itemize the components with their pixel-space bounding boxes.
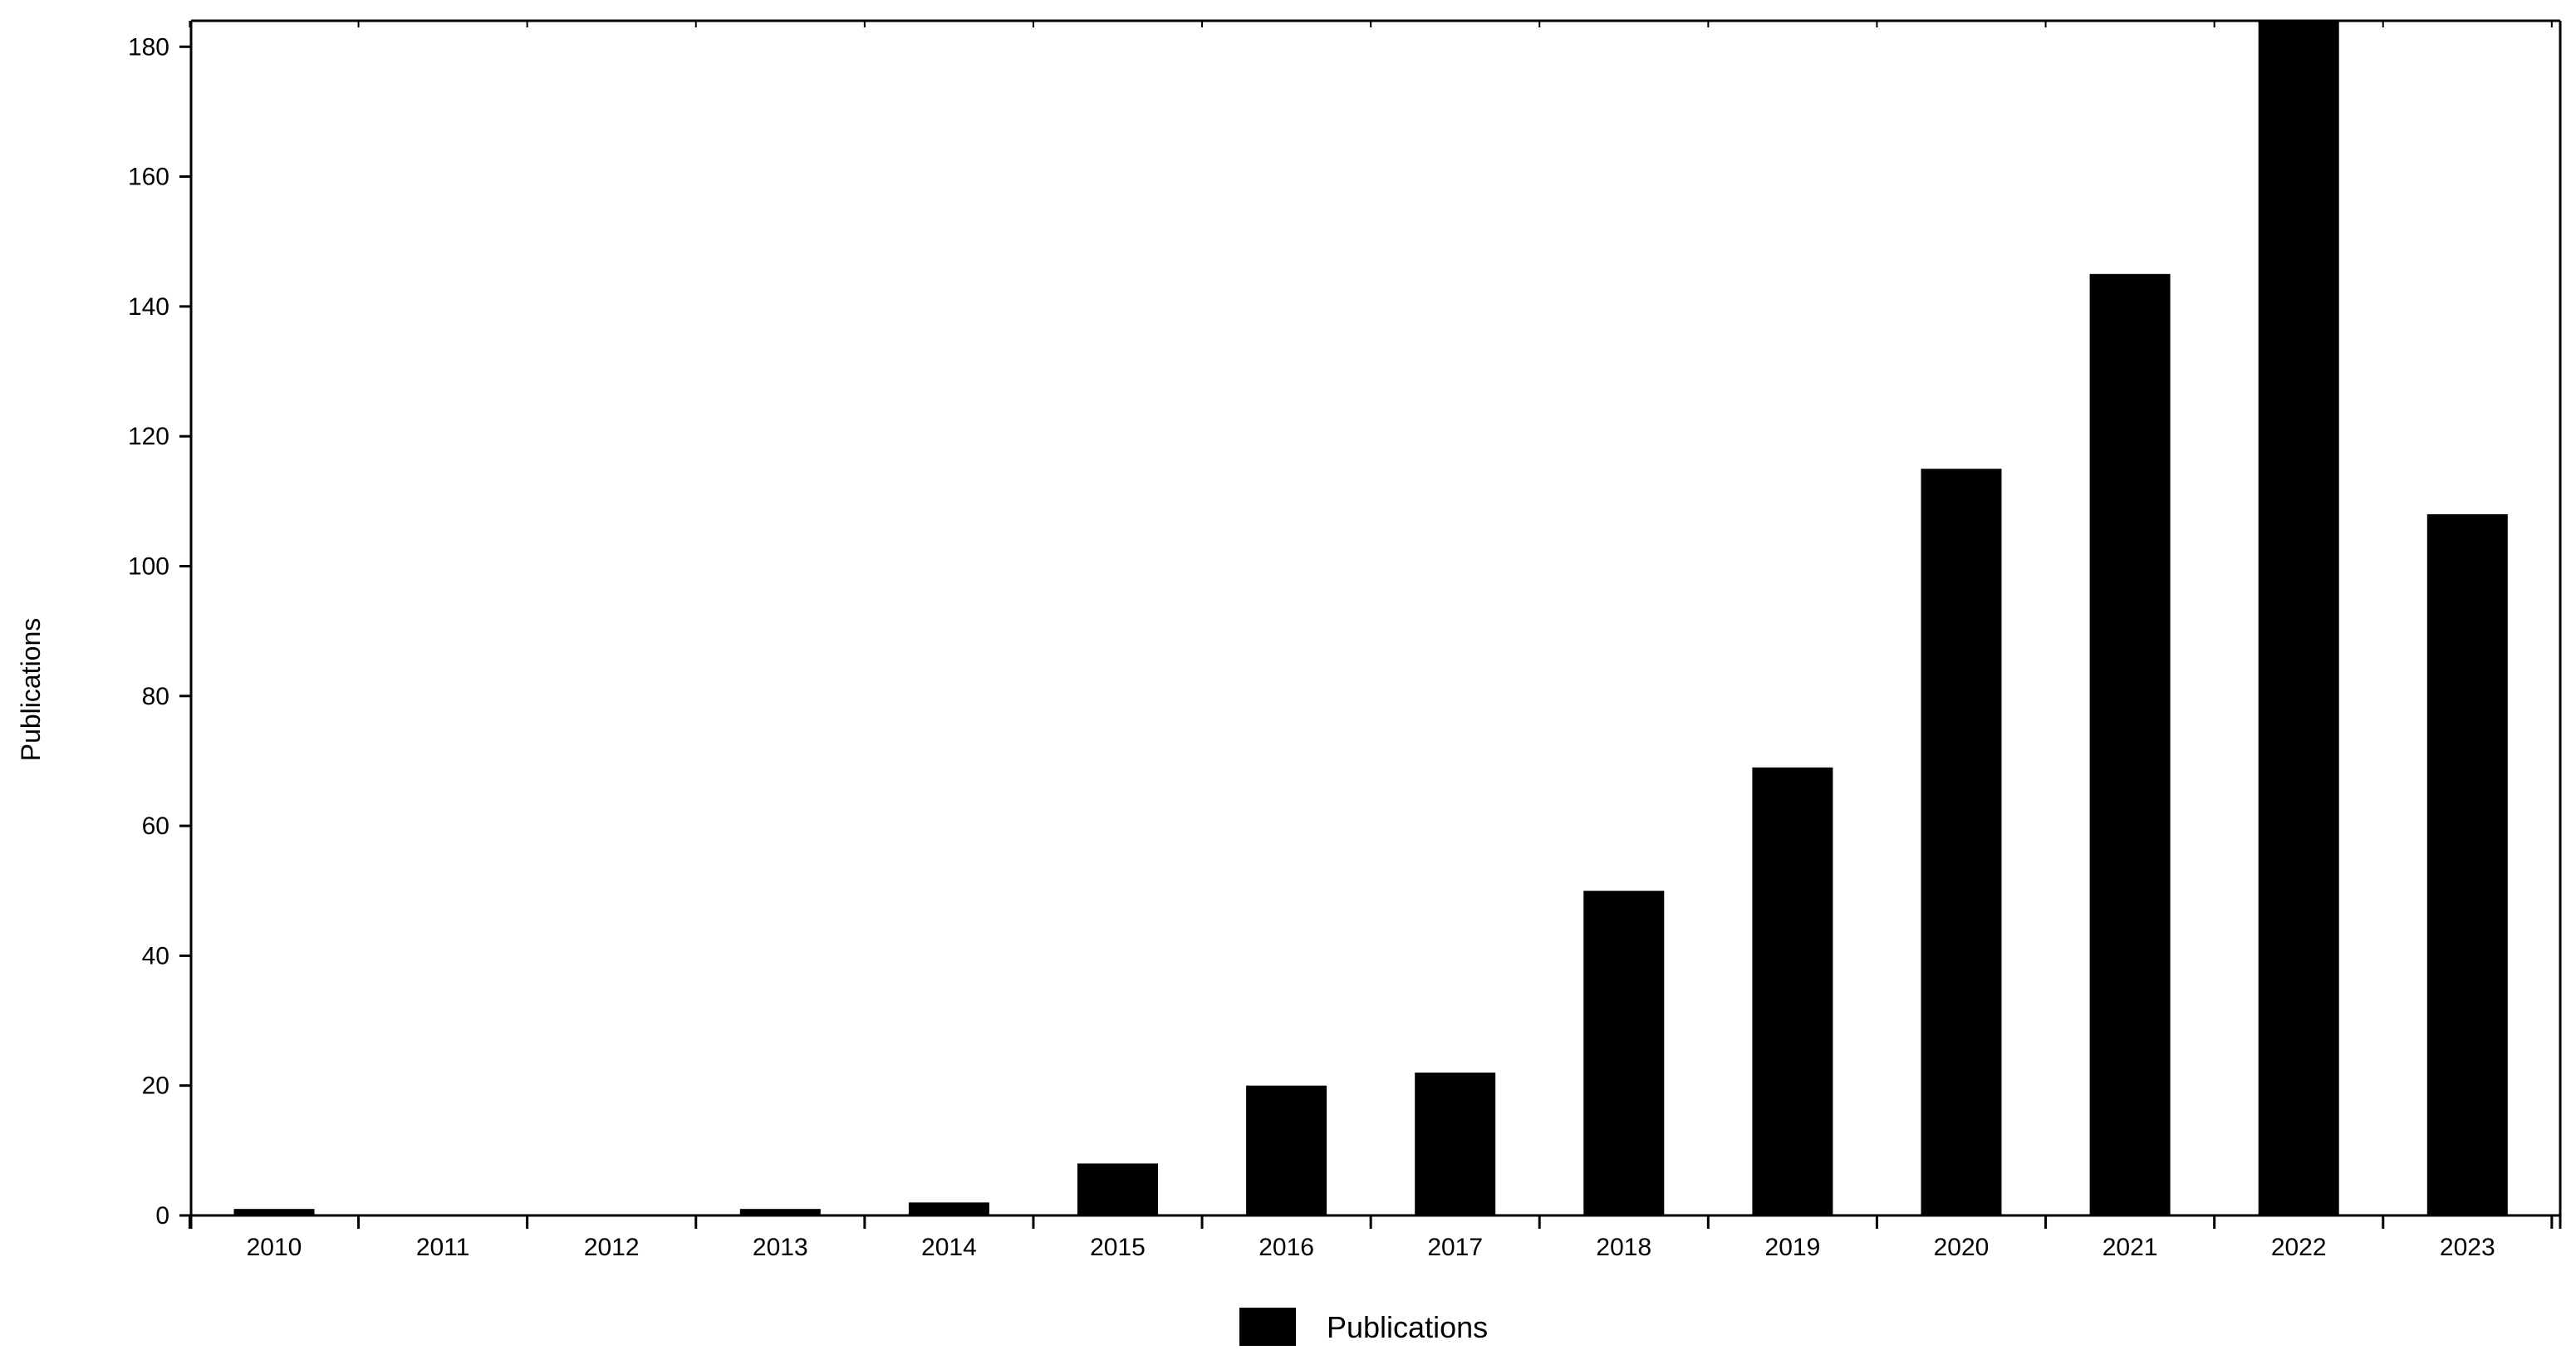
x-tick-label: 2013 — [753, 1234, 808, 1261]
bar — [233, 1209, 315, 1215]
y-tick-label: 140 — [128, 293, 169, 321]
bar — [1415, 1073, 1496, 1215]
bar — [2089, 273, 2171, 1216]
bar — [739, 1209, 821, 1215]
x-tick-label: 2021 — [2103, 1234, 2158, 1261]
y-tick-label: 0 — [155, 1202, 169, 1230]
x-tick-label: 2016 — [1259, 1234, 1314, 1261]
x-tick-label: 2011 — [416, 1234, 470, 1261]
bar — [1246, 1085, 1327, 1215]
legend-label: Publications — [1327, 1310, 1488, 1344]
x-tick-label: 2019 — [1765, 1234, 1821, 1261]
x-tick-label: 2017 — [1427, 1234, 1483, 1261]
x-tick-label: 2023 — [2440, 1234, 2495, 1261]
bar — [1583, 891, 1665, 1215]
bar — [2426, 513, 2508, 1215]
y-tick-label: 120 — [128, 423, 169, 450]
bar — [2258, 21, 2339, 1215]
y-axis-title: Publications — [16, 618, 46, 762]
x-tick-label: 2022 — [2271, 1234, 2327, 1261]
x-tick-label: 2014 — [921, 1234, 977, 1261]
y-tick-label: 40 — [142, 942, 169, 970]
x-tick-label: 2015 — [1090, 1234, 1146, 1261]
y-tick-label: 60 — [142, 813, 169, 840]
bar — [1077, 1163, 1158, 1215]
plot-area — [189, 19, 2562, 1229]
x-tick-label: 2018 — [1596, 1234, 1651, 1261]
y-tick-label: 100 — [128, 552, 169, 580]
y-tick-label: 180 — [128, 33, 169, 61]
y-tick-label: 20 — [142, 1073, 169, 1100]
bar — [1921, 469, 2002, 1215]
bars-group — [233, 21, 2508, 1216]
x-tick-label: 2012 — [584, 1234, 640, 1261]
legend-swatch — [1239, 1308, 1296, 1346]
x-axis: 2010 2011 2012 2013 2014 2015 2016 2017 2018 2019… — [188, 21, 2554, 1261]
x-tick-label: 2020 — [1934, 1234, 1990, 1261]
y-tick-label: 80 — [142, 683, 169, 710]
bar — [1752, 767, 1833, 1215]
x-tick-label: 2010 — [247, 1234, 302, 1261]
legend: Publications — [1239, 1308, 1488, 1346]
bar — [908, 1202, 989, 1215]
y-tick-label: 160 — [128, 164, 169, 191]
y-axis: 0 20 40 60 80 100 120 140 160 180 — [128, 33, 191, 1230]
